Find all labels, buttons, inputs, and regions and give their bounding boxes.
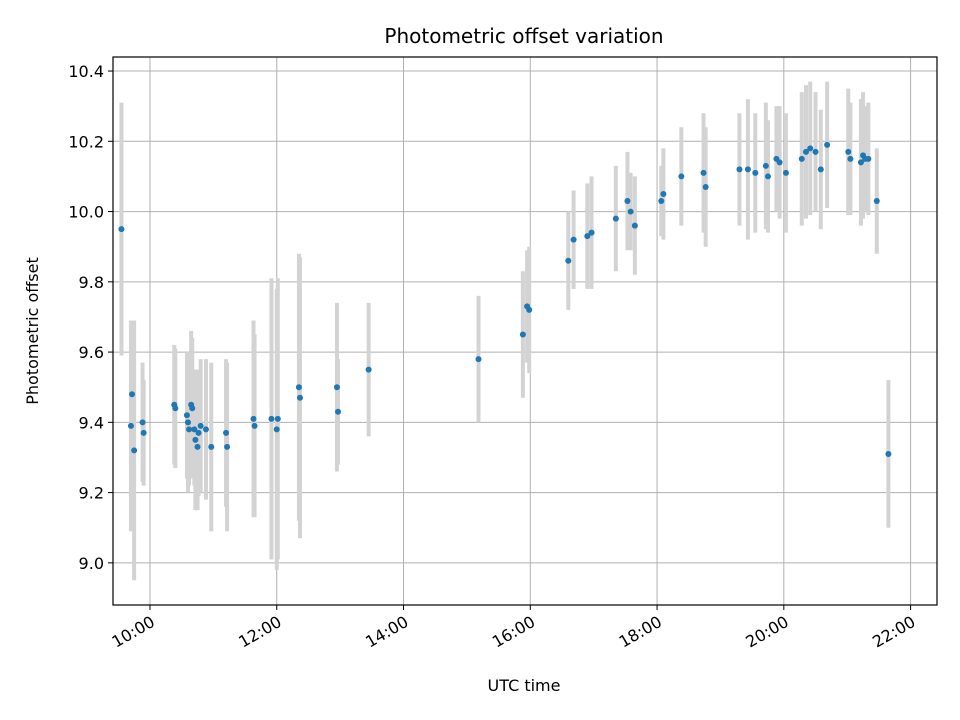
data-point xyxy=(118,226,125,233)
y-tick-label: 9.0 xyxy=(79,554,104,573)
data-point xyxy=(127,422,134,429)
data-point xyxy=(519,331,526,338)
data-point xyxy=(776,159,783,166)
data-point xyxy=(194,443,201,450)
data-point xyxy=(224,443,231,450)
data-point xyxy=(812,148,819,155)
data-point xyxy=(365,366,372,373)
plot-frame xyxy=(112,56,938,606)
data-point xyxy=(627,208,634,215)
y-axis-ticks: 9.0 9.2 9.4 9.6 9.8 10.0 10.2 10.4 xyxy=(68,62,113,573)
data-point xyxy=(183,412,190,419)
data-point xyxy=(631,222,638,229)
data-point xyxy=(140,429,147,436)
data-point xyxy=(660,191,667,197)
data-point xyxy=(782,169,789,176)
data-point xyxy=(764,173,771,180)
data-point xyxy=(195,429,202,436)
data-point xyxy=(678,173,685,180)
data-point xyxy=(526,306,533,313)
data-point xyxy=(803,148,810,155)
data-point xyxy=(223,429,230,436)
data-point xyxy=(702,183,709,190)
data-point xyxy=(700,169,707,176)
data-point xyxy=(624,198,631,205)
data-point xyxy=(273,426,280,433)
data-point xyxy=(335,408,342,415)
data-point xyxy=(185,419,192,426)
data-point xyxy=(172,405,179,412)
data-point xyxy=(296,394,303,401)
data-point xyxy=(873,198,880,205)
data-point xyxy=(131,447,138,454)
y-tick-label: 10.2 xyxy=(68,132,104,151)
data-point xyxy=(251,422,258,429)
y-tick-label: 10.4 xyxy=(68,62,104,81)
data-point xyxy=(762,162,769,169)
data-point xyxy=(333,384,340,391)
data-point xyxy=(752,169,759,176)
data-point xyxy=(139,419,146,426)
data-point xyxy=(197,422,204,429)
data-point xyxy=(798,155,805,162)
y-tick-label: 9.2 xyxy=(79,484,104,503)
data-point xyxy=(250,415,257,422)
y-axis-label: Photometric offset xyxy=(23,257,42,405)
data-point xyxy=(192,436,199,443)
data-point xyxy=(736,166,743,173)
data-point xyxy=(824,141,831,148)
y-tick-label: 10.0 xyxy=(68,203,104,222)
data-point xyxy=(189,405,196,412)
x-axis-label: UTC time xyxy=(488,676,561,695)
y-tick-label: 9.4 xyxy=(79,413,104,432)
data-point xyxy=(847,155,854,162)
data-point xyxy=(807,145,814,152)
data-point xyxy=(208,443,215,450)
data-point xyxy=(565,257,572,264)
y-tick-label: 9.6 xyxy=(79,343,104,362)
data-point xyxy=(129,391,136,398)
chart-title: Photometric offset variation xyxy=(384,24,663,48)
data-points xyxy=(118,141,892,457)
data-point xyxy=(570,236,577,243)
data-point xyxy=(744,166,751,173)
grid xyxy=(113,57,937,605)
data-point xyxy=(295,384,302,391)
data-point xyxy=(274,415,281,422)
data-point xyxy=(865,155,872,162)
data-point xyxy=(584,233,591,240)
y-tick-label: 9.8 xyxy=(79,273,104,292)
data-point xyxy=(202,426,209,433)
data-point xyxy=(857,159,864,166)
data-point xyxy=(885,450,892,457)
data-point xyxy=(588,229,595,236)
data-point xyxy=(475,356,482,363)
data-point xyxy=(845,148,852,155)
data-point xyxy=(658,198,665,205)
data-point xyxy=(817,166,824,173)
data-point xyxy=(268,415,275,422)
data-point xyxy=(191,426,198,433)
data-point xyxy=(612,215,619,222)
data-point xyxy=(186,426,193,433)
